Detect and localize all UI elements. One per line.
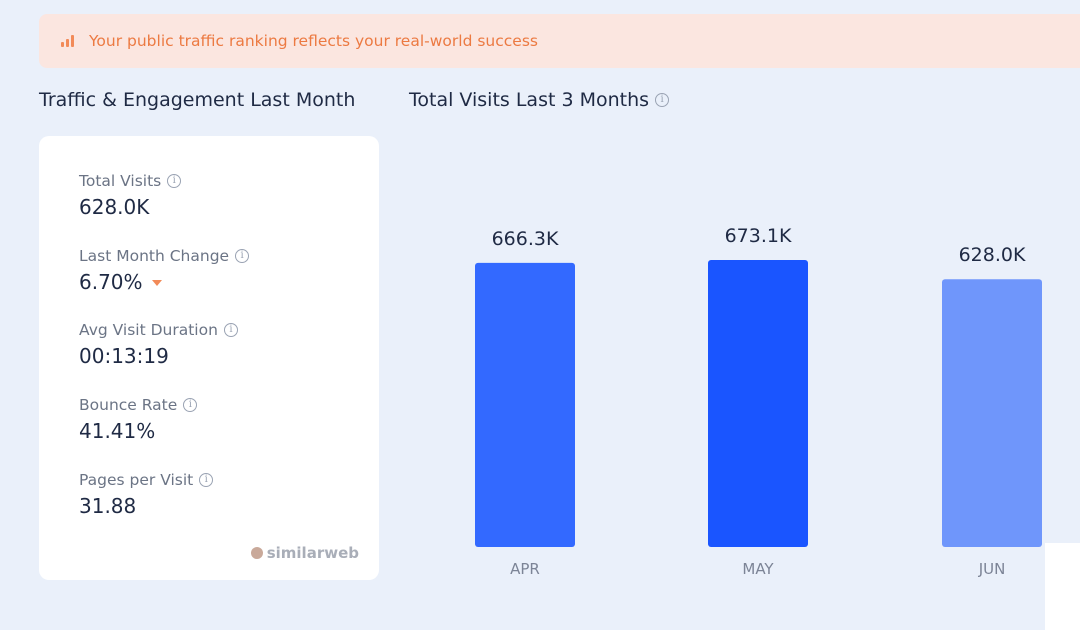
metric-bounce-rate: Bounce Rate i 41.41% (79, 396, 198, 443)
metric-pages-per-visit: Pages per Visit i 31.88 (79, 471, 214, 518)
metric-label: Avg Visit Duration (79, 321, 218, 339)
metric-last-month-change: Last Month Change i 6.70% (79, 247, 250, 294)
x-tick-label: JUN (978, 560, 1006, 578)
brand-text: similarweb (266, 544, 359, 562)
x-tick-label: APR (510, 560, 540, 578)
metric-total-visits: Total Visits i 628.0K (79, 172, 182, 219)
metric-value: 00:13:19 (79, 344, 169, 368)
ranking-bars-icon (61, 35, 77, 47)
bar-value-label: 666.3K (492, 228, 559, 250)
info-icon[interactable]: i (167, 174, 182, 188)
metric-label: Total Visits (79, 172, 162, 190)
metric-value: 6.70% (79, 270, 143, 294)
banner-text: Your public traffic ranking reflects you… (89, 32, 538, 50)
ranking-banner[interactable]: Your public traffic ranking reflects you… (39, 14, 1080, 68)
engagement-card: Total Visits i 628.0K Last Month Change i … (39, 136, 379, 580)
info-icon[interactable]: i (655, 93, 670, 107)
similarweb-icon (250, 547, 263, 559)
metric-label: Pages per Visit (79, 471, 194, 489)
similarweb-logo[interactable]: similarweb (250, 544, 359, 562)
caret-down-icon (151, 280, 162, 286)
visits-bar-chart: 666.3K APR 673.1K MAY 628.0K JUN (409, 130, 1080, 600)
metric-label: Last Month Change (79, 247, 230, 265)
metric-avg-visit-duration: Avg Visit Duration i 00:13:19 (79, 321, 238, 368)
bar-may[interactable] (708, 260, 808, 547)
bar-chart-svg: 666.3K APR 673.1K MAY 628.0K JUN (475, 225, 1042, 578)
bar-apr[interactable] (475, 262, 575, 547)
metric-value: 31.88 (79, 494, 137, 518)
metric-value: 41.41% (79, 419, 156, 443)
visits-title: Total Visits Last 3 Months i (409, 89, 670, 111)
metric-value: 628.0K (79, 195, 150, 219)
white-corner (1045, 543, 1080, 630)
bar-value-label: 673.1K (725, 225, 792, 247)
metric-label: Bounce Rate (79, 396, 178, 414)
visits-title-text: Total Visits Last 3 Months (409, 89, 650, 111)
info-icon[interactable]: i (235, 249, 250, 263)
engagement-title: Traffic & Engagement Last Month (39, 89, 355, 111)
bar-value-label: 628.0K (959, 244, 1026, 266)
engagement-title-text: Traffic & Engagement Last Month (39, 89, 356, 111)
info-icon[interactable]: i (183, 398, 198, 412)
info-icon[interactable]: i (223, 323, 238, 337)
x-tick-label: MAY (742, 560, 774, 578)
bar-jun[interactable] (942, 279, 1042, 547)
info-icon[interactable]: i (199, 473, 214, 487)
